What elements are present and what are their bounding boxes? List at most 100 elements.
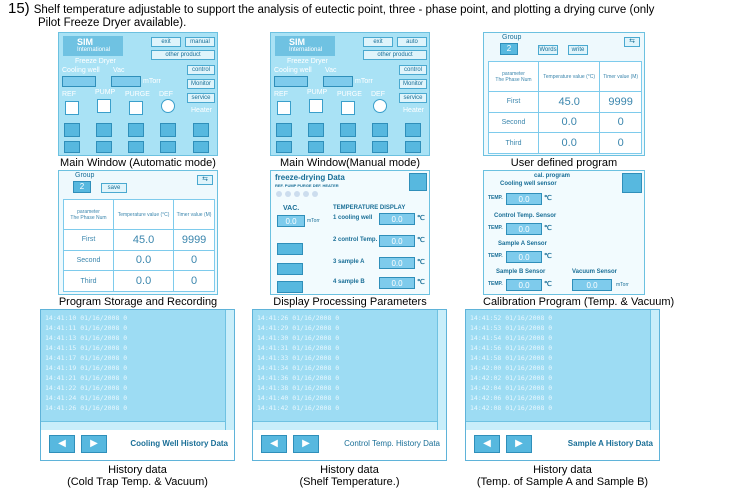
return-icon[interactable] xyxy=(622,173,642,193)
service-button[interactable]: service xyxy=(399,93,427,103)
auto-button[interactable]: auto xyxy=(397,37,427,47)
def-toggle[interactable] xyxy=(372,123,388,137)
timer-value[interactable]: 9999 xyxy=(173,229,215,251)
list-item: 14:42:08 01/16/2008 0 xyxy=(470,404,553,412)
next-icon[interactable]: ▶ xyxy=(506,435,532,453)
timer-value[interactable]: 0 xyxy=(173,249,215,272)
purge-icon xyxy=(341,101,355,115)
heater-toggle[interactable] xyxy=(405,123,421,137)
timer-value[interactable]: 9999 xyxy=(599,91,642,113)
temp-label: TEMP. xyxy=(488,253,503,259)
words-button[interactable]: Words xyxy=(538,45,558,55)
purge-toggle[interactable] xyxy=(128,123,144,137)
processing-subtitle: REF. PUMP PURGE DEF. HEATER xyxy=(275,183,339,188)
sample-b-value: 0.0 xyxy=(379,277,415,289)
return-icon[interactable] xyxy=(409,173,427,191)
service-button[interactable]: service xyxy=(187,93,215,103)
group-value[interactable]: 2 xyxy=(73,181,91,193)
return-icon[interactable]: ⇆ xyxy=(624,37,640,47)
def-toggle[interactable] xyxy=(160,123,176,137)
control-button[interactable]: control xyxy=(399,65,427,75)
temp-value[interactable]: 0.0 xyxy=(112,249,175,272)
header-temp: Temperature value (°C) xyxy=(537,61,601,92)
save-button[interactable]: save xyxy=(101,183,127,193)
temp-value[interactable]: 0.0 xyxy=(537,132,601,154)
heater-toggle[interactable] xyxy=(193,123,209,137)
nav-button[interactable] xyxy=(277,281,303,293)
timer-value[interactable]: 0 xyxy=(173,270,215,292)
timer-value[interactable]: 0 xyxy=(599,132,642,154)
header-cell-param: parameter The Phase Num xyxy=(488,61,539,92)
horizontal-scrollbar[interactable] xyxy=(253,421,437,430)
sample-b-cal-value[interactable]: 0.0 xyxy=(506,279,542,291)
write-button[interactable]: write xyxy=(568,45,588,55)
phase-name: First xyxy=(63,229,114,251)
purge-indicator xyxy=(294,191,300,197)
unit-label: ℃ xyxy=(417,279,425,286)
control-sensor-label: Control Temp. Sensor xyxy=(494,213,557,219)
exit-button[interactable]: exit xyxy=(363,37,393,47)
return-icon[interactable]: ⇆ xyxy=(197,175,213,185)
sample-a-cal-value[interactable]: 0.0 xyxy=(506,251,542,263)
header: 15) Shelf temperature adjustable to suppo… xyxy=(8,1,723,30)
monitor-button[interactable]: Monitor xyxy=(187,79,215,89)
table-row: First 45.0 9999 xyxy=(488,91,642,113)
logo-subtext: International xyxy=(77,47,111,53)
exit-button[interactable]: exit xyxy=(151,37,181,47)
history-panel-sample-a: 14:41:52 01/16/2008 0 14:41:53 01/16/200… xyxy=(465,309,660,461)
snowflake-icon xyxy=(65,101,79,115)
vertical-scrollbar[interactable] xyxy=(225,310,234,430)
vac-display xyxy=(323,76,353,87)
def-label: DEF xyxy=(159,91,173,98)
header-line-2: Pilot Freeze Dryer available). xyxy=(38,17,187,29)
pump-toggle[interactable] xyxy=(308,123,324,137)
vac-label: VAC. xyxy=(283,205,300,212)
other-product-button[interactable]: other product xyxy=(151,50,215,60)
other-product-button[interactable]: other product xyxy=(363,50,427,60)
group-value[interactable]: 2 xyxy=(500,43,518,55)
manual-button[interactable]: manual xyxy=(185,37,215,47)
temp-value[interactable]: 45.0 xyxy=(537,91,601,113)
history-footer: ◀ ▶ Control Temp. History Data xyxy=(253,430,446,460)
timer-value[interactable]: 0 xyxy=(599,111,642,134)
prev-icon[interactable]: ◀ xyxy=(49,435,75,453)
list-item: 14:41:15 01/16/2008 0 xyxy=(45,344,128,352)
vac-label: Vac xyxy=(325,67,337,74)
nav-button[interactable] xyxy=(277,243,303,255)
ref-toggle[interactable] xyxy=(64,123,80,137)
def-indicator xyxy=(372,141,388,153)
ref-toggle[interactable] xyxy=(276,123,292,137)
heater-indicator xyxy=(312,191,318,197)
temp-value[interactable]: 0.0 xyxy=(537,111,601,134)
next-icon[interactable]: ▶ xyxy=(81,435,107,453)
user-defined-program-panel: Group 2 Words write ⇆ parameter The Phase… xyxy=(483,32,645,156)
horizontal-scrollbar[interactable] xyxy=(466,421,650,430)
monitor-button[interactable]: Monitor xyxy=(399,79,427,89)
prev-icon[interactable]: ◀ xyxy=(474,435,500,453)
vertical-scrollbar[interactable] xyxy=(650,310,659,430)
table-row: Second 0.0 0 xyxy=(63,249,215,272)
vertical-scrollbar[interactable] xyxy=(437,310,446,430)
next-icon[interactable]: ▶ xyxy=(293,435,319,453)
horizontal-scrollbar[interactable] xyxy=(41,421,225,430)
table-row: Third 0.0 0 xyxy=(488,132,642,154)
purge-toggle[interactable] xyxy=(340,123,356,137)
list-item: 14:41:26 01/16/2008 0 xyxy=(257,314,340,322)
header-timer: Timer value (M) xyxy=(599,61,642,92)
nav-button[interactable] xyxy=(277,263,303,275)
vacuum-cal-value[interactable]: 0.0 xyxy=(572,279,612,291)
prev-icon[interactable]: ◀ xyxy=(261,435,287,453)
cooling-well-cal-value[interactable]: 0.0 xyxy=(506,193,542,205)
pump-toggle[interactable] xyxy=(96,123,112,137)
list-item: 14:41:21 01/16/2008 0 xyxy=(45,374,128,382)
temp-value[interactable]: 0.0 xyxy=(112,270,175,292)
cooling-well-display xyxy=(274,76,308,87)
logo: SIM International xyxy=(63,36,123,56)
history-rows: 14:41:52 01/16/2008 0 14:41:53 01/16/200… xyxy=(470,313,552,413)
header-line-1: Shelf temperature adjustable to support … xyxy=(33,4,655,16)
caption-user-program: User defined program xyxy=(510,157,618,169)
control-cal-value[interactable]: 0.0 xyxy=(506,223,542,235)
table-row: Second 0.0 0 xyxy=(488,111,642,134)
temp-value[interactable]: 45.0 xyxy=(112,229,175,251)
control-button[interactable]: control xyxy=(187,65,215,75)
